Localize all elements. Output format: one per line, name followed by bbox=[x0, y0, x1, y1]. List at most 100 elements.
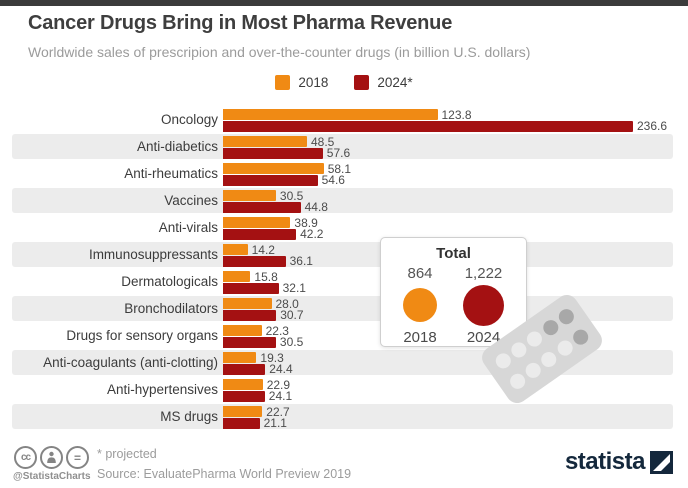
category-label: Drugs for sensory organs bbox=[66, 328, 218, 343]
legend-item-2018: 2018 bbox=[275, 75, 328, 90]
value-label-2018: 28.0 bbox=[275, 296, 299, 311]
bar-line-2018: 14.2 bbox=[223, 242, 275, 257]
pill-dot bbox=[522, 359, 544, 381]
bar-line-2024: 236.6 bbox=[223, 119, 667, 133]
bar-2018 bbox=[223, 406, 263, 417]
pill-dot bbox=[540, 317, 561, 339]
value-label-2018: 22.3 bbox=[265, 323, 289, 338]
pill-dot bbox=[555, 306, 577, 328]
bar-2024 bbox=[223, 174, 318, 186]
total-column-2018: 864 2018 bbox=[403, 265, 437, 346]
legend: 2018 2024* bbox=[0, 75, 688, 90]
value-label-2024: 30.5 bbox=[279, 335, 304, 349]
bar-line-2018: 22.9 bbox=[223, 377, 291, 392]
equals-icon: = bbox=[66, 446, 89, 469]
category-label: Anti-hypertensives bbox=[106, 382, 218, 397]
bar-2024 bbox=[223, 336, 276, 348]
value-label-2024: 42.2 bbox=[300, 227, 324, 241]
chart-row: Anti-diabetics 48.5 57.6 bbox=[0, 133, 688, 160]
license-icons: cc = bbox=[14, 446, 89, 469]
legend-swatch-2024 bbox=[354, 75, 370, 90]
value-label-2024: 36.1 bbox=[289, 254, 313, 268]
value-label-2018: 123.8 bbox=[441, 107, 472, 122]
total-value-2018: 864 bbox=[407, 265, 433, 282]
bar-2024 bbox=[223, 282, 279, 294]
pill-dot bbox=[508, 339, 530, 361]
value-label-2024: 44.8 bbox=[304, 200, 328, 214]
bar-2024 bbox=[223, 417, 260, 429]
category-label: Anti-diabetics bbox=[136, 139, 218, 154]
statista-charts-handle: @StatistaCharts bbox=[13, 471, 91, 482]
bar-2024 bbox=[223, 147, 323, 159]
bar-line-2024: 57.6 bbox=[223, 146, 350, 160]
bar-2018 bbox=[223, 352, 257, 363]
category-label: MS drugs bbox=[160, 409, 218, 424]
bar-line-2024: 21.1 bbox=[223, 416, 287, 430]
bar-2018 bbox=[223, 163, 324, 174]
category-label: Vaccines bbox=[164, 193, 218, 208]
bar-2018 bbox=[223, 217, 291, 228]
chart-row: Oncology 123.8 236.6 bbox=[0, 106, 688, 134]
legend-label-2018: 2018 bbox=[298, 75, 329, 90]
bar-2018 bbox=[223, 109, 438, 120]
bar-line-2024: 36.1 bbox=[223, 254, 313, 268]
page-subtitle: Worldwide sales of prescripion and over-… bbox=[28, 44, 531, 60]
value-label-2024: 30.7 bbox=[280, 308, 304, 322]
chart-row: Anti-hypertensives 22.9 24.1 bbox=[0, 376, 688, 404]
category-label: Anti-rheumatics bbox=[124, 166, 218, 181]
bar-2024 bbox=[223, 309, 277, 321]
bar-line-2024: 54.6 bbox=[223, 173, 345, 187]
bar-line-2018: 38.9 bbox=[223, 215, 318, 230]
legend-item-2024: 2024* bbox=[354, 75, 413, 90]
pill-dot bbox=[538, 348, 560, 370]
bar-2024 bbox=[223, 390, 265, 402]
chart-row: Immunosuppressants 14.2 36.1 bbox=[0, 241, 688, 268]
total-circle-2024 bbox=[463, 284, 504, 326]
value-label-2018: 19.3 bbox=[260, 350, 284, 365]
chart-row: Anti-rheumatics 58.1 54.6 bbox=[0, 160, 688, 188]
total-column-2024: 1,222 2024 bbox=[463, 265, 504, 346]
chart-row: Vaccines 30.5 44.8 bbox=[0, 187, 688, 214]
value-label-2018: 22.9 bbox=[266, 377, 291, 392]
value-label-2018: 14.2 bbox=[251, 242, 275, 257]
category-label: Immunosuppressants bbox=[88, 247, 218, 262]
top-accent-bar bbox=[0, 0, 688, 6]
total-value-2024: 1,222 bbox=[464, 265, 503, 282]
total-circle-2018 bbox=[403, 288, 437, 322]
bar-2024 bbox=[223, 201, 301, 213]
total-callout-box: Total 864 2018 1,222 2024 bbox=[380, 237, 527, 347]
row-stripe bbox=[12, 188, 673, 213]
chart-row: Drugs for sensory organs 22.3 30.5 bbox=[0, 322, 688, 350]
bar-2018 bbox=[223, 379, 263, 390]
bar-2024 bbox=[223, 120, 633, 132]
pill-dot bbox=[554, 337, 576, 359]
category-label: Dermatologicals bbox=[121, 274, 218, 289]
category-label: Bronchodilators bbox=[124, 301, 218, 316]
legend-label-2024: 2024* bbox=[377, 75, 413, 90]
bar-line-2018: 30.5 bbox=[223, 189, 303, 203]
pill-dot bbox=[492, 350, 514, 372]
bar-line-2018: 48.5 bbox=[223, 134, 335, 149]
value-label-2024: 24.4 bbox=[269, 362, 293, 376]
value-label-2018: 58.1 bbox=[327, 161, 352, 176]
value-label-2024: 54.6 bbox=[321, 173, 345, 187]
value-label-2018: 38.9 bbox=[294, 215, 318, 230]
value-label-2024: 32.1 bbox=[282, 281, 306, 295]
chart-row: Dermatologicals 15.8 32.1 bbox=[0, 268, 688, 296]
bar-chart: Oncology 123.8 236.6 Anti-diabetics 48.5 57.6… bbox=[0, 106, 688, 430]
bar-line-2018: 22.7 bbox=[223, 404, 290, 419]
legend-swatch-2018 bbox=[275, 75, 291, 90]
value-label-2018: 48.5 bbox=[311, 134, 335, 149]
row-stripe bbox=[12, 134, 673, 159]
row-stripe bbox=[12, 404, 673, 429]
value-label-2018: 15.8 bbox=[254, 269, 278, 284]
bar-2024 bbox=[223, 228, 297, 240]
bar-line-2018: 15.8 bbox=[223, 269, 278, 284]
bar-2024 bbox=[223, 255, 286, 267]
value-label-2018: 22.7 bbox=[266, 404, 290, 419]
row-stripe bbox=[12, 242, 673, 267]
attribution-person-icon bbox=[40, 446, 63, 469]
bar-line-2024: 24.1 bbox=[223, 389, 292, 403]
chart-row: Anti-virals 38.9 42.2 bbox=[0, 214, 688, 242]
